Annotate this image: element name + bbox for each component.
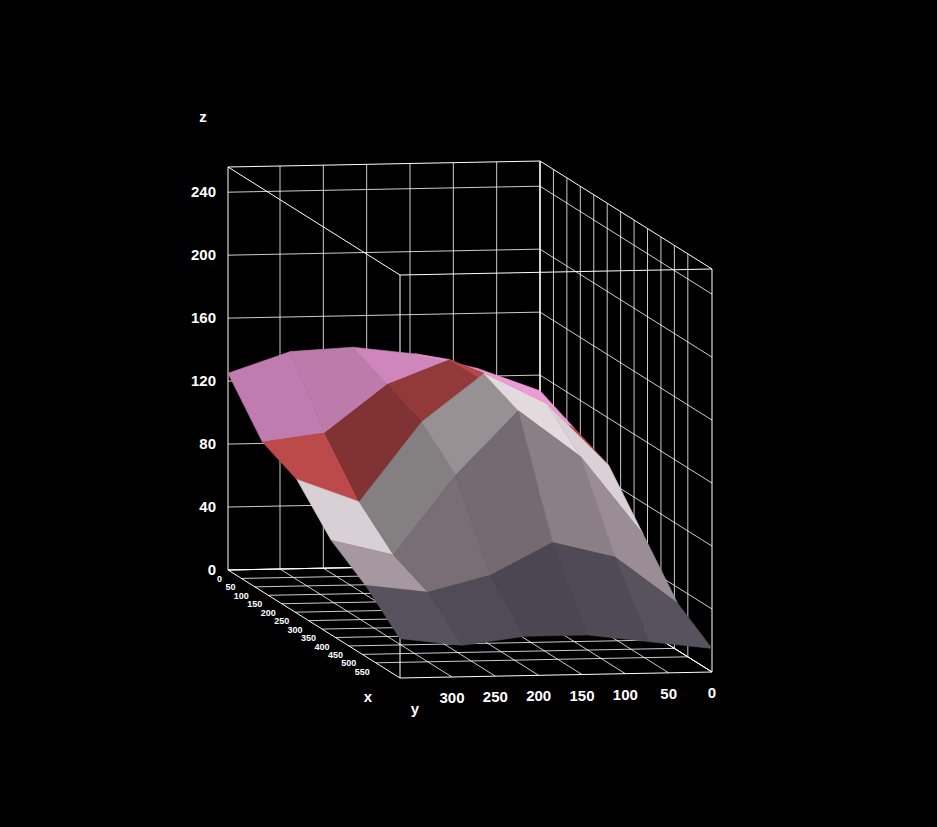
svg-text:300: 300 — [287, 624, 303, 635]
svg-text:z: z — [199, 108, 207, 125]
svg-text:80: 80 — [199, 435, 216, 452]
svg-text:200: 200 — [191, 246, 216, 263]
svg-text:150: 150 — [569, 687, 594, 704]
svg-text:y: y — [411, 700, 420, 717]
svg-text:150: 150 — [247, 599, 263, 610]
svg-text:50: 50 — [660, 685, 677, 702]
svg-text:100: 100 — [613, 686, 638, 703]
svg-text:250: 250 — [483, 688, 508, 705]
svg-text:160: 160 — [191, 309, 216, 326]
svg-text:120: 120 — [191, 372, 216, 389]
svg-text:100: 100 — [233, 590, 249, 601]
svg-text:300: 300 — [439, 689, 464, 706]
svg-text:450: 450 — [327, 649, 343, 660]
svg-text:40: 40 — [199, 498, 216, 515]
svg-text:350: 350 — [301, 633, 317, 644]
svg-text:x: x — [364, 688, 373, 705]
svg-text:500: 500 — [341, 658, 357, 669]
svg-text:400: 400 — [314, 641, 330, 652]
svg-text:0: 0 — [708, 684, 716, 701]
svg-text:240: 240 — [191, 183, 216, 200]
svg-text:200: 200 — [260, 607, 276, 618]
svg-text:0: 0 — [208, 561, 216, 578]
svg-text:200: 200 — [526, 687, 551, 704]
svg-text:250: 250 — [274, 616, 290, 627]
svg-text:50: 50 — [225, 582, 236, 593]
svg-text:550: 550 — [355, 667, 370, 677]
svg-text:0: 0 — [217, 574, 222, 584]
